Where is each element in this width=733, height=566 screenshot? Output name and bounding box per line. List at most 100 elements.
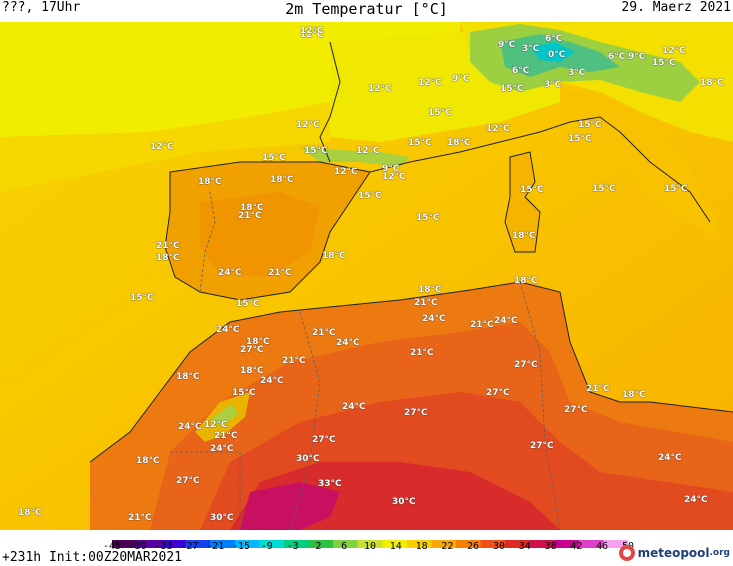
temperature-label: 9°C [382,164,400,174]
temperature-label: 18°C [176,372,200,382]
colorbar-tick-label: 10 [363,541,377,552]
temperature-label: 18°C [246,337,270,347]
colorbar-tick-label: -15 [231,541,251,552]
temperature-label: 18°C [156,253,180,263]
coastlines [89,41,733,463]
temperature-label: 30°C [296,454,320,464]
temperature-label: 12°C [356,146,380,156]
forecast-time-label: ???, 17Uhr [2,0,81,15]
colorbar-swatch [554,540,580,548]
temperature-label: 21°C [282,356,306,366]
colorbar-tick-label: 34 [518,541,531,552]
temperature-label: 30°C [210,513,234,523]
temperature-label: 33°C [318,479,342,489]
temperature-label: 18°C [512,231,536,241]
temperature-label: 21°C [312,328,336,338]
temperature-label: 12°C [662,46,686,56]
land-italy [560,92,720,237]
temperature-label: 21°C [410,348,434,358]
temperature-label: 24°C [342,402,366,412]
colorbar-tick-label: -21 [206,541,225,552]
temperature-label: 24°C [218,268,242,278]
temperature-label: 18°C [322,251,346,261]
temperature-label: 12°C [296,120,320,130]
colorbar-swatch [259,540,285,548]
temperature-label: 27°C [404,408,428,418]
temperature-label: 24°C [422,314,446,324]
colorbar-tick-label: 22 [441,541,454,552]
colorbar-tick-label: 6 [341,541,348,552]
logo-text: meteopool [637,546,710,560]
temperature-label: 15°C [568,134,592,144]
temperature-label: 24°C [336,338,360,348]
temperature-label: 15°C [664,184,688,194]
temperature-label: 9°C [498,40,516,50]
colorbar [112,540,628,548]
colorbar-swatch [210,540,236,548]
run-info-label: +231h Init:00Z20MAR2021 [2,550,183,565]
temperature-label: 21°C [156,241,180,251]
temperature-label: 18°C [270,175,294,185]
temperature-label: 15°C [592,184,616,194]
temperature-label: 21°C [238,211,262,221]
colorbar-tick-label: -9 [260,541,273,552]
temperature-label: 21°C [214,431,238,441]
temperature-label: 27°C [312,435,336,445]
temperature-label: 15°C [262,153,286,163]
colorbar-tick-label: -27 [180,541,199,552]
colorbar-swatch [161,540,187,548]
temperature-label: 24°C [216,325,240,335]
temperature-label: 12°C [300,30,324,40]
temperature-label: 6°C [608,52,626,62]
meteopool-logo[interactable]: meteopool .org [618,545,730,561]
colorbar-tick-label: 18 [415,541,428,552]
temperature-label: 15°C [304,146,328,156]
colorbar-tick-label: -33 [154,541,173,552]
colorbar-swatches [112,540,628,548]
colorbar-tick-label: 42 [570,541,583,552]
colorbar-swatch [112,540,138,548]
colorbar-swatch [431,540,457,548]
temperature-label: 24°C [658,453,682,463]
temperature-label: 24°C [260,376,284,386]
temperature-label: 6°C [545,34,563,44]
map-footer: -45 -39 -33 -27 -21 -15 -9 -3 2 6 10 14 18 22 26 30 34 38… [0,530,733,566]
colorbar-tick-label: -39 [128,541,147,552]
temperature-label: 6°C [512,66,530,76]
temperature-label: 24°C [210,444,234,454]
temperature-label: 12°C [382,172,406,182]
map-header: ???, 17Uhr 2m Temperatur [°C] 29. Maerz … [0,0,733,22]
temperature-label: 15°C [520,185,544,195]
temperature-label: 3°C [544,80,562,90]
temperature-label: 30°C [392,497,416,507]
temperature-label: 27°C [240,345,264,355]
colorbar-tick-label: 38 [544,541,557,552]
logo-icon [618,545,635,561]
temperature-label: 9°C [452,74,470,84]
colorbar-swatch [480,540,506,548]
country-borders [170,191,561,530]
land-sardinia-corsica [505,152,540,252]
temperature-label: 18°C [700,78,724,88]
temperature-label: 18°C [240,203,264,213]
temperature-label: 21°C [586,384,610,394]
temperature-label: 18°C [198,177,222,187]
pyrenees-cold-zone [300,147,410,167]
colorbar-swatch [456,540,482,548]
logo-suffix: .org [709,548,730,558]
temperature-label: 27°C [564,405,588,415]
temperature-label: 18°C [514,276,538,286]
temperature-label: 21°C [128,513,152,523]
temperature-label: 9°C [628,52,646,62]
temperature-label: 12°C [300,26,324,36]
temperature-label: 15°C [500,84,524,94]
temperature-label: 27°C [176,476,200,486]
colorbar-tick-label: 2 [315,541,322,552]
temperature-label: 15°C [130,293,154,303]
temperature-label: 18°C [136,456,160,466]
temperature-label: 24°C [178,422,202,432]
temperature-label: 15°C [578,120,602,130]
colorbar-swatch [333,540,359,548]
temperature-label: 12°C [418,78,442,88]
temperature-label: 12°C [368,84,392,94]
